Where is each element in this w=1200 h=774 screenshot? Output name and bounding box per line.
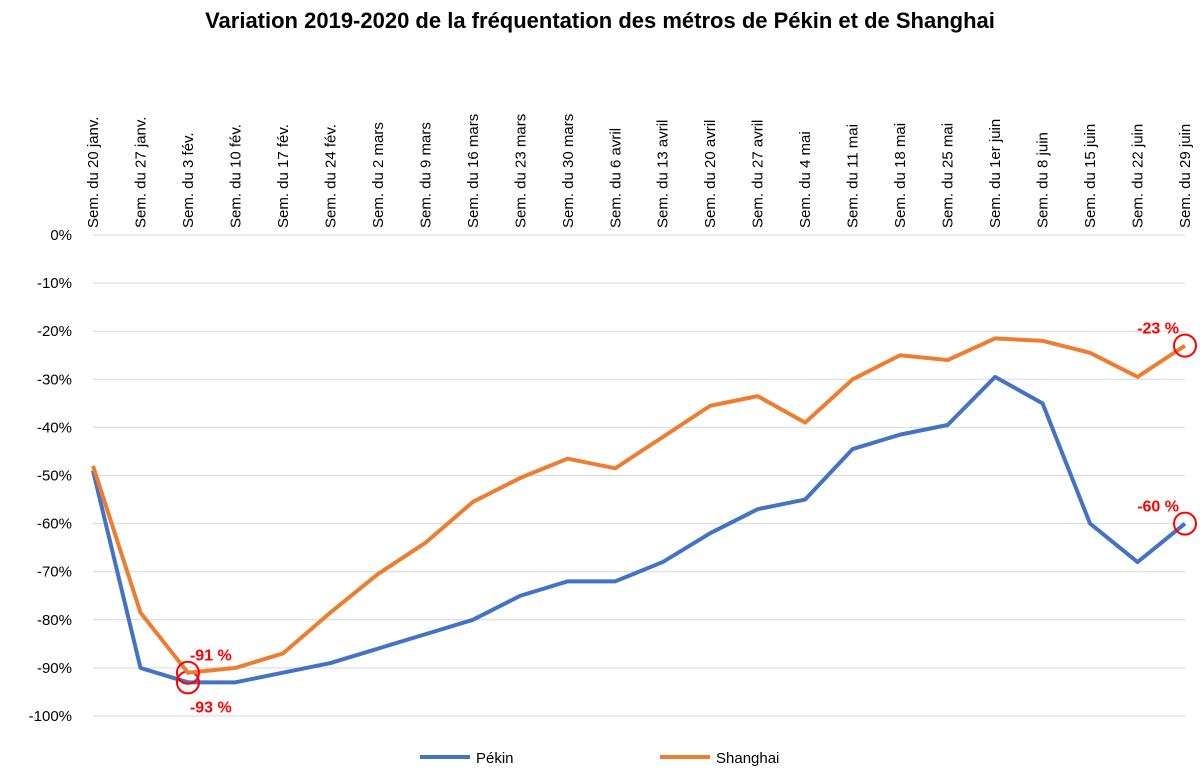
y-tick-label: -90% (37, 660, 72, 677)
data-label: -23 % (1137, 321, 1179, 338)
x-tick-label: Sem. du 13 avril (655, 120, 672, 228)
x-tick-label: Sem. du 24 fév. (322, 124, 339, 228)
legend-label: Pékin (476, 750, 514, 767)
x-tick-label: Sem. du 10 fév. (227, 124, 244, 228)
y-tick-label: -70% (37, 564, 72, 581)
highlight-circle (1173, 511, 1197, 536)
highlight-circle (175, 660, 200, 685)
data-label: -60 % (1137, 499, 1179, 516)
x-tick-label: Sem. du 11 mai (845, 124, 862, 228)
x-tick-label: Sem. du 16 mars (465, 114, 482, 228)
y-tick-label: -20% (37, 323, 72, 340)
x-tick-label: Sem. du 27 avril (750, 120, 767, 228)
x-tick-label: Sem. du 25 mai (940, 123, 957, 228)
highlight-circle (1173, 333, 1197, 358)
y-tick-label: -60% (37, 516, 72, 533)
x-tick-label: Sem. du 23 mars (512, 114, 529, 228)
x-tick-label: Sem. du 20 avril (702, 120, 719, 228)
series-line (91, 374, 1187, 685)
x-tick-label: Sem. du 4 mai (797, 131, 814, 228)
x-tick-label: Sem. du 1er juin (987, 119, 1004, 228)
x-tick-label: Sem. du 17 fév. (275, 124, 292, 228)
y-tick-label: -100% (29, 708, 72, 725)
y-tick-label: -40% (37, 419, 72, 436)
y-tick-label: -50% (37, 468, 72, 485)
x-tick-label: Sem. du 27 janv. (132, 117, 149, 228)
x-tick-label: Sem. du 22 juin (1130, 124, 1147, 228)
x-tick-label: Sem. du 30 mars (560, 114, 577, 228)
series-line (91, 336, 1187, 675)
y-tick-label: -80% (37, 612, 72, 629)
x-tick-label: Sem. du 8 juin (1035, 132, 1052, 228)
legend-label: Shanghai (716, 750, 779, 767)
y-tick-label: 0% (50, 227, 72, 244)
x-tick-label: Sem. du 15 juin (1082, 124, 1099, 228)
x-tick-label: Sem. du 2 mars (370, 122, 387, 228)
x-tick-label: Sem. du 3 fév. (180, 132, 197, 228)
x-tick-label: Sem. du 18 mai (892, 123, 909, 228)
data-label: -91 % (190, 648, 232, 665)
x-tick-label: Sem. du 9 mars (417, 122, 434, 228)
y-tick-label: -30% (37, 371, 72, 388)
data-label: -93 % (190, 699, 232, 716)
chart-title: Variation 2019-2020 de la fréquentation … (205, 8, 995, 33)
y-tick-label: -10% (37, 275, 72, 292)
x-tick-label: Sem. du 29 juin (1177, 124, 1194, 228)
x-tick-label: Sem. du 6 avril (607, 128, 624, 228)
x-tick-label: Sem. du 20 janv. (85, 117, 102, 228)
